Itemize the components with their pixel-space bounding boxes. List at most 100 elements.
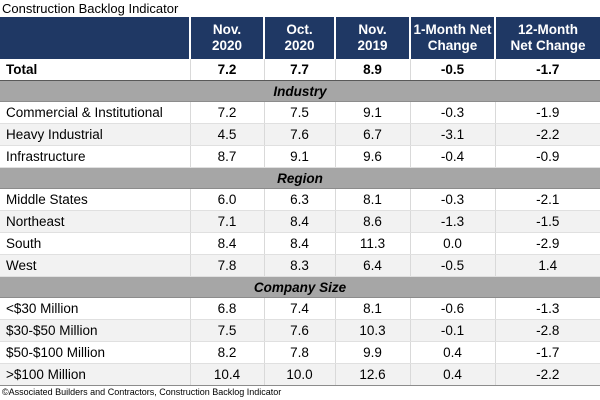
page-title: Construction Backlog Indicator — [2, 1, 179, 16]
value-cell: -1.9 — [494, 101, 600, 124]
value-cell: 8.1 — [334, 188, 410, 211]
value-cell: 10.3 — [334, 319, 410, 342]
value-cell: 6.0 — [189, 188, 264, 211]
value-cell: 6.7 — [334, 123, 410, 146]
value-cell: 7.1 — [189, 210, 264, 233]
header-cell-nov-2020: Nov. 2020 — [189, 17, 264, 59]
backlog-table: Nov. 2020 Oct. 2020 Nov. 2019 1-Month Ne… — [0, 17, 600, 386]
value-cell: -2.2 — [494, 363, 600, 386]
table-row: <$30 Million 6.8 7.4 8.1 -0.6 -1.3 — [0, 297, 600, 320]
row-label-cell: Total — [0, 59, 190, 81]
table-body: Total 7.2 7.7 8.9 -0.5 -1.7 Industry Commercial… — [0, 59, 600, 386]
value-cell: 8.9 — [334, 59, 410, 81]
value-cell: 6.4 — [334, 254, 410, 277]
value-cell: -0.1 — [409, 319, 495, 342]
value-cell: 0.4 — [409, 341, 495, 364]
section-band-row: Region — [0, 167, 600, 189]
row-label-cell: >$100 Million — [0, 363, 190, 386]
header-cell-oct-2020: Oct. 2020 — [263, 17, 335, 59]
table-row: $50-$100 Million 8.2 7.8 9.9 0.4 -1.7 — [0, 341, 600, 364]
value-cell: -0.3 — [409, 188, 495, 211]
value-cell: 11.3 — [334, 232, 410, 255]
value-cell: -2.8 — [494, 319, 600, 342]
value-cell: 6.3 — [263, 188, 335, 211]
value-cell: -1.5 — [494, 210, 600, 233]
value-cell: -1.3 — [409, 210, 495, 233]
value-cell: 9.9 — [334, 341, 410, 364]
value-cell: -0.6 — [409, 297, 495, 320]
value-cell: -0.5 — [409, 254, 495, 277]
row-label-cell: West — [0, 254, 190, 277]
value-cell: 0.4 — [409, 363, 495, 386]
value-cell: 9.1 — [334, 101, 410, 124]
value-cell: 7.2 — [189, 59, 264, 81]
row-label-cell: Commercial & Institutional — [0, 101, 190, 124]
value-cell: 10.0 — [263, 363, 335, 386]
value-cell: 7.6 — [263, 319, 335, 342]
value-cell: 0.0 — [409, 232, 495, 255]
value-cell: -1.7 — [494, 341, 600, 364]
table-row: Infrastructure 8.7 9.1 9.6 -0.4 -0.9 — [0, 145, 600, 168]
header-cell-1-month-net-change: 1-Month Net Change — [409, 17, 495, 59]
row-label-cell: <$30 Million — [0, 297, 190, 320]
value-cell: 7.7 — [263, 59, 335, 81]
table-row: West 7.8 8.3 6.4 -0.5 1.4 — [0, 254, 600, 277]
value-cell: 8.2 — [189, 341, 264, 364]
value-cell: 7.8 — [189, 254, 264, 277]
row-label-cell: $30-$50 Million — [0, 319, 190, 342]
value-cell: 7.5 — [263, 101, 335, 124]
table-row: South 8.4 8.4 11.3 0.0 -2.9 — [0, 232, 600, 255]
value-cell: 4.5 — [189, 123, 264, 146]
table-row: Middle States 6.0 6.3 8.1 -0.3 -2.1 — [0, 188, 600, 211]
value-cell: 8.3 — [263, 254, 335, 277]
section-band-row: Company Size — [0, 276, 600, 298]
value-cell: 8.1 — [334, 297, 410, 320]
section-band-label: Region — [0, 167, 600, 189]
value-cell: -2.9 — [494, 232, 600, 255]
value-cell: -2.2 — [494, 123, 600, 146]
value-cell: -0.4 — [409, 145, 495, 168]
table-row: >$100 Million 10.4 10.0 12.6 0.4 -2.2 — [0, 363, 600, 386]
value-cell: -0.3 — [409, 101, 495, 124]
section-band-label: Industry — [0, 80, 600, 102]
header-cell-12-month-net-change: 12-Month Net Change — [494, 17, 600, 59]
value-cell: 8.4 — [263, 210, 335, 233]
value-cell: 7.5 — [189, 319, 264, 342]
value-cell: 7.2 — [189, 101, 264, 124]
value-cell: -2.1 — [494, 188, 600, 211]
value-cell: 6.8 — [189, 297, 264, 320]
row-label-cell: Infrastructure — [0, 145, 190, 168]
value-cell: 9.6 — [334, 145, 410, 168]
value-cell: 7.6 — [263, 123, 335, 146]
value-cell: 10.4 — [189, 363, 264, 386]
total-row: Total 7.2 7.7 8.9 -0.5 -1.7 — [0, 59, 600, 81]
value-cell: 9.1 — [263, 145, 335, 168]
header-row: Nov. 2020 Oct. 2020 Nov. 2019 1-Month Ne… — [0, 17, 600, 59]
value-cell: -1.7 — [494, 59, 600, 81]
row-label-cell: Middle States — [0, 188, 190, 211]
row-label-cell: $50-$100 Million — [0, 341, 190, 364]
value-cell: 8.6 — [334, 210, 410, 233]
header-cell-nov-2019: Nov. 2019 — [334, 17, 410, 59]
value-cell: 8.7 — [189, 145, 264, 168]
value-cell: 12.6 — [334, 363, 410, 386]
value-cell: 1.4 — [494, 254, 600, 277]
value-cell: -0.5 — [409, 59, 495, 81]
source-attribution: ©Associated Builders and Contractors, Co… — [2, 387, 282, 397]
section-band-label: Company Size — [0, 276, 600, 298]
value-cell: -0.9 — [494, 145, 600, 168]
section-band-row: Industry — [0, 80, 600, 102]
row-label-cell: South — [0, 232, 190, 255]
row-label-cell: Northeast — [0, 210, 190, 233]
table-header: Nov. 2020 Oct. 2020 Nov. 2019 1-Month Ne… — [0, 17, 600, 59]
value-cell: -3.1 — [409, 123, 495, 146]
value-cell: -1.3 — [494, 297, 600, 320]
value-cell: 8.4 — [189, 232, 264, 255]
table-row: Heavy Industrial 4.5 7.6 6.7 -3.1 -2.2 — [0, 123, 600, 146]
row-label-cell: Heavy Industrial — [0, 123, 190, 146]
table-row: $30-$50 Million 7.5 7.6 10.3 -0.1 -2.8 — [0, 319, 600, 342]
value-cell: 7.4 — [263, 297, 335, 320]
value-cell: 8.4 — [263, 232, 335, 255]
table-row: Northeast 7.1 8.4 8.6 -1.3 -1.5 — [0, 210, 600, 233]
